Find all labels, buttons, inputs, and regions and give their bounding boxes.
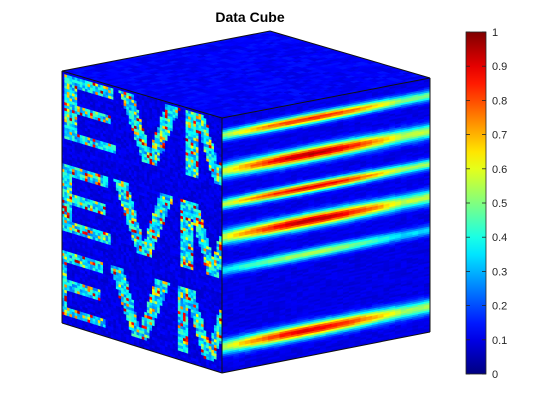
front-face-cell <box>219 128 222 133</box>
front-face-cell <box>219 142 222 147</box>
front-face-cell <box>219 133 222 139</box>
cube-top-face <box>62 31 430 118</box>
data-cube <box>61 30 431 374</box>
cube-front-face <box>62 71 222 373</box>
front-face-cell <box>219 122 222 127</box>
front-face-cell <box>219 139 222 144</box>
front-face-cell <box>219 119 222 125</box>
front-face-cell <box>219 131 222 136</box>
front-face-cell <box>219 136 222 142</box>
chart-title: Data Cube <box>215 9 285 25</box>
front-face-cell <box>219 125 222 130</box>
